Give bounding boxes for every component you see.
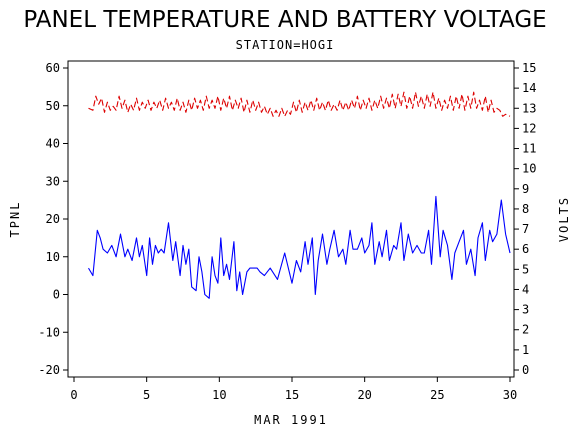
y-right-tick-label-12: 12 bbox=[522, 121, 536, 135]
y-right-tick-label-6: 6 bbox=[522, 242, 529, 256]
chart-subtitle: STATION=HOGI bbox=[236, 38, 335, 52]
x-tick-label-30: 30 bbox=[503, 388, 517, 402]
y-left-tick-label-20: 20 bbox=[46, 212, 60, 226]
y-right-tick-label-7: 7 bbox=[522, 222, 529, 236]
y-right-tick-label-10: 10 bbox=[522, 162, 536, 176]
x-axis-title: MAR 1991 bbox=[254, 413, 328, 427]
y-right-tick-label-4: 4 bbox=[522, 282, 529, 296]
series-line-volts bbox=[88, 91, 511, 117]
y-left-tick-label-10: 10 bbox=[46, 250, 60, 264]
y-left-tick-label-40: 40 bbox=[46, 137, 60, 151]
y-left-tick-label-60: 60 bbox=[46, 61, 60, 75]
x-tick-label-20: 20 bbox=[357, 388, 371, 402]
x-tick-label-5: 5 bbox=[143, 388, 150, 402]
y-right-tick-label-1: 1 bbox=[522, 343, 529, 357]
y-axis-title-right: VOLTS bbox=[557, 196, 570, 242]
y-right-tick-label-11: 11 bbox=[522, 142, 536, 156]
y-left-tick-label-30: 30 bbox=[46, 174, 60, 188]
x-tick-label-15: 15 bbox=[285, 388, 299, 402]
y-right-tick-label-3: 3 bbox=[522, 303, 529, 317]
x-tick-label-25: 25 bbox=[430, 388, 444, 402]
y-right-tick-label-9: 9 bbox=[522, 182, 529, 196]
data-series bbox=[88, 91, 511, 299]
y-right-tick-label-14: 14 bbox=[522, 81, 536, 95]
y-left-tick-label-0: 0 bbox=[53, 288, 60, 302]
axis-ticks: 0 5 10 15 20 25 30-20-100102030405060012345678… bbox=[38, 61, 536, 402]
y-right-tick-label-8: 8 bbox=[522, 202, 529, 216]
y-right-tick-label-13: 13 bbox=[522, 101, 536, 115]
x-tick-label-10: 10 bbox=[212, 388, 226, 402]
x-tick-label-0: 0 bbox=[70, 388, 77, 402]
y-right-tick-label-5: 5 bbox=[522, 262, 529, 276]
y-right-tick-label-0: 0 bbox=[522, 363, 529, 377]
series-line-tpnl bbox=[88, 195, 511, 299]
y-right-tick-label-15: 15 bbox=[522, 61, 536, 75]
y-right-tick-label-2: 2 bbox=[522, 323, 529, 337]
chart-title: PANEL TEMPERATURE AND BATTERY VOLTAGE bbox=[23, 7, 546, 33]
y-left-tick-label--10: -10 bbox=[38, 325, 60, 339]
y-left-tick-label-50: 50 bbox=[46, 99, 60, 113]
y-left-tick-label--20: -20 bbox=[38, 363, 60, 377]
y-axis-title-left: TPNL bbox=[8, 201, 22, 238]
